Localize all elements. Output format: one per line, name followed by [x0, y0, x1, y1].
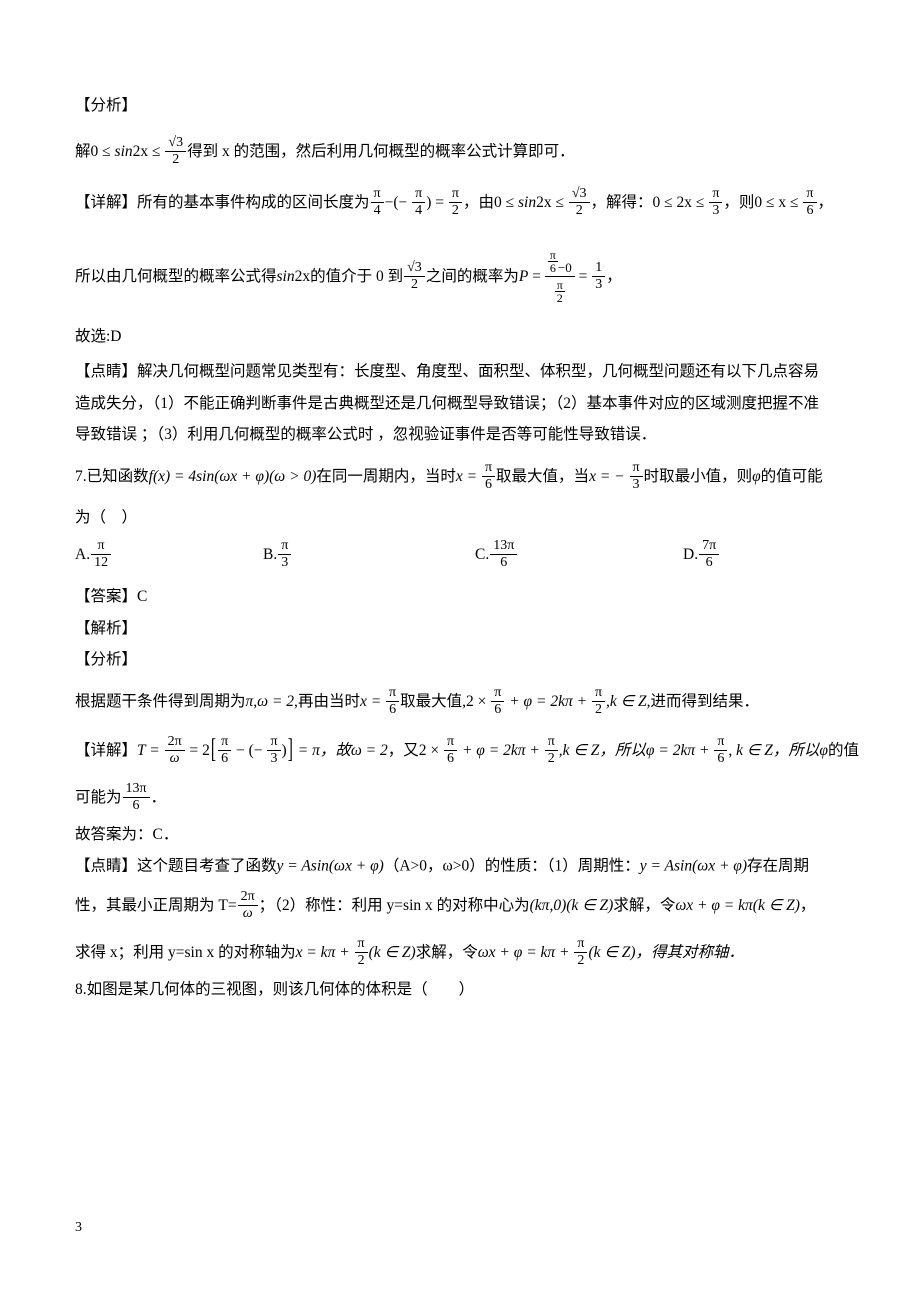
dianjing-2: 造成失分，（1）不能正确判断事件是古典概型还是几何概型导致错误；（2）基本事件对… — [75, 396, 850, 412]
detail-line-2: 所以由几何概型的概率公式得sin2x的值介于 0 到√32之间的概率为P = π… — [75, 248, 850, 305]
q7-option-b[interactable]: B. π3 — [263, 539, 292, 570]
q7-answer-c: 故答案为：C． — [75, 827, 850, 843]
analysis-line-1: 解0 ≤ sin2x ≤ √32得到 x 的范围，然后利用几何概型的概率公式计算… — [75, 136, 850, 167]
answer-d: 故选:D — [75, 329, 850, 345]
detail-line-1: 【详解】所有的基本事件构成的区间长度为π4−(− π4) = π2，由0 ≤ s… — [75, 187, 850, 218]
q7-detail-1: 【详解】T = 2πω = 2[π6 − (− π3)] = π，故ω = 2，… — [75, 735, 850, 766]
q7-options: A. π12 B. π3 C. 13π6 D. 7π6 — [75, 539, 850, 579]
q7-detail-2: 可能为13π6． — [75, 782, 850, 813]
q7-dianjing-1: 【点睛】这个题目考查了函数y = Asin(ωx + φ)（A>0，ω>0）的性… — [75, 858, 850, 874]
page-number: 3 — [75, 1220, 82, 1236]
q7-stem-1: 7.已知函数f(x) = 4sin(ωx + φ)(ω > 0)在同一周期内，当… — [75, 461, 850, 492]
q7-stem-2: 为（ ） — [75, 510, 850, 526]
q7-option-d[interactable]: D. 7π6 — [683, 539, 720, 570]
q7-dianjing-3: 求得 x；利用 y=sin x 的对称轴为x = kπ + π2(k ∈ Z)求… — [75, 937, 850, 968]
q7-option-c[interactable]: C. 13π6 — [475, 539, 518, 570]
q7-answer: 【答案】C — [75, 589, 850, 605]
q7-analysis-1: 根据题干条件得到周期为π,ω = 2,再由当时x = π6取最大值,2 × π6… — [75, 686, 850, 717]
q8-stem: 8.如图是某几何体的三视图，则该几何体的体积是（ ） — [75, 982, 850, 998]
q7-jiexi: 【解析】 — [75, 621, 850, 637]
dianjing-1: 【点睛】解决几何概型问题常见类型有：长度型、角度型、面积型、体积型，几何概型问题… — [75, 364, 850, 380]
dianjing-3: 导致错误 ；（3）利用几何概型的概率公式时 ，忽视验证事件是否等可能性导致错误． — [75, 427, 850, 443]
q7-dianjing-2: 性，其最小正周期为 T=2πω；（2）称性：利用 y=sin x 的对称中心为(… — [75, 890, 850, 921]
q7-fenxi: 【分析】 — [75, 652, 850, 668]
q7-option-a[interactable]: A. π12 — [75, 539, 112, 570]
heading-analysis: 【分析】 — [75, 98, 850, 114]
